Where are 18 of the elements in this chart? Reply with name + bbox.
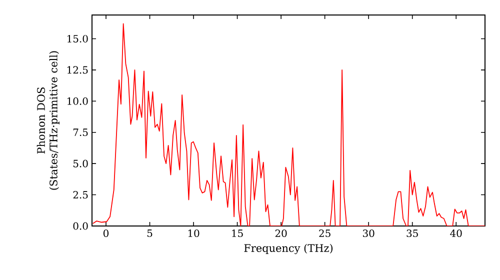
y-tick-label: 7.5 (73, 128, 88, 136)
x-tick-label: 40 (450, 230, 462, 238)
y-axis-title: Phonon DOS (States/THz·primitive cell) (36, 51, 60, 190)
y-tick-label: 5.0 (73, 160, 88, 168)
x-tick-label: 10 (188, 230, 200, 238)
y-tick-label: 2.5 (73, 191, 88, 199)
x-tick-label: 0 (103, 230, 109, 238)
x-tick-label: 25 (319, 230, 330, 238)
y-tick-label: 10.0 (68, 97, 88, 105)
x-axis-title: Frequency (THz) (244, 244, 332, 254)
x-tick-label: 20 (275, 230, 287, 238)
x-tick-label: 35 (406, 230, 418, 238)
y-tick-label: 15.0 (68, 34, 88, 42)
x-tick-label: 5 (147, 230, 152, 237)
y-tick-label: 0.0 (73, 222, 88, 230)
x-tick-label: 30 (363, 230, 374, 238)
y-tick-label: 12.5 (68, 66, 88, 74)
x-tick-label: 15 (232, 230, 243, 238)
